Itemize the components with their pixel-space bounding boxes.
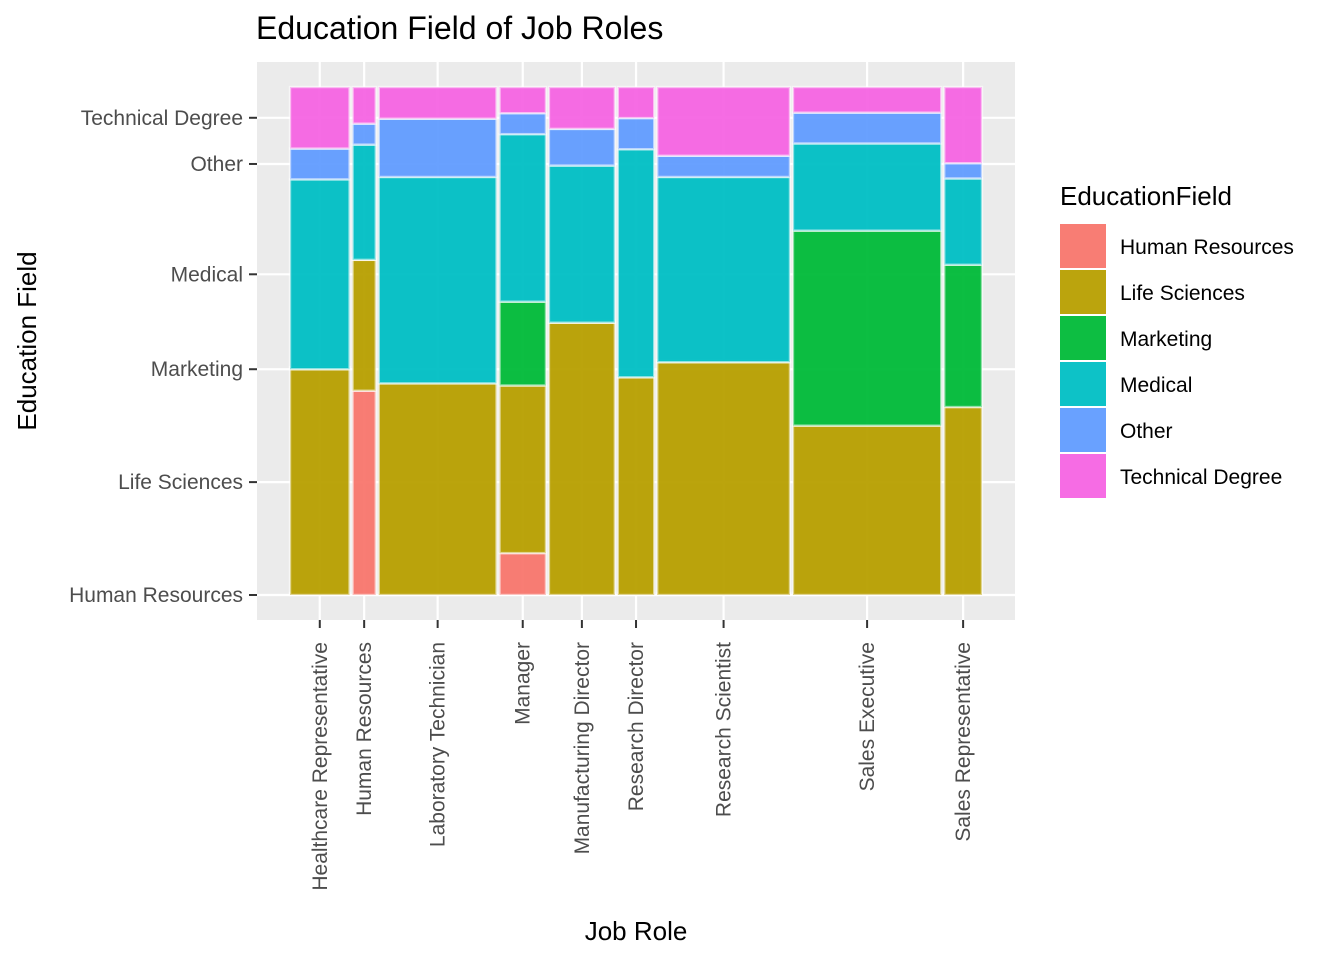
x-tick-label: Research Scientist — [713, 642, 736, 817]
legend-label: Other — [1120, 420, 1173, 443]
mosaic-tile — [791, 85, 943, 114]
x-tick-label: Human Resources — [353, 642, 376, 816]
mosaic-tile — [351, 85, 377, 125]
mosaic-tile — [616, 85, 656, 120]
y-tick-label: Other — [190, 153, 243, 176]
mosaic-tile — [547, 321, 617, 597]
legend-key — [1060, 316, 1106, 360]
mosaic-tile — [943, 263, 984, 409]
mosaic-tile — [616, 376, 656, 597]
mosaic-tile — [656, 360, 792, 597]
legend-key — [1060, 454, 1106, 498]
x-tick-label: Healthcare Representative — [309, 642, 332, 891]
mosaic-tile — [547, 164, 617, 324]
mosaic-tile — [377, 117, 498, 179]
x-tick-label: Sales Executive — [856, 642, 879, 791]
legend-key — [1060, 224, 1106, 268]
mosaic-tile — [943, 85, 984, 165]
mosaic-tile — [656, 154, 792, 179]
x-tick-label: Laboratory Technician — [427, 642, 450, 847]
mosaic-tile — [791, 229, 943, 427]
chart-title: Education Field of Job Roles — [256, 10, 663, 46]
mosaic-tile — [943, 405, 984, 597]
mosaic-tile — [377, 85, 498, 120]
x-tick-label: Manufacturing Director — [571, 642, 594, 854]
mosaic-tile — [498, 111, 548, 136]
y-tick-label: Technical Degree — [81, 107, 243, 130]
mosaic-tile — [791, 424, 943, 597]
legend-label: Medical — [1120, 374, 1192, 397]
mosaic-tile — [656, 85, 792, 157]
y-tick-label: Marketing — [151, 358, 243, 381]
mosaic-tile — [498, 132, 548, 303]
mosaic-tile — [547, 127, 617, 167]
mosaic-tile — [791, 111, 943, 145]
mosaic-tiles — [288, 85, 984, 597]
mosaic-tile — [288, 147, 351, 181]
y-tick-label: Human Resources — [69, 584, 243, 607]
legend-title: EducationField — [1060, 181, 1232, 211]
mosaic-tile — [377, 175, 498, 385]
legend-label: Technical Degree — [1120, 466, 1282, 489]
mosaic-tile — [351, 122, 377, 146]
mosaic-tile — [351, 143, 377, 262]
mosaic-tile — [943, 161, 984, 180]
mosaic-tile — [943, 177, 984, 267]
x-tick-label: Manager — [512, 642, 535, 725]
x-tick-label: Sales Representative — [952, 642, 975, 842]
x-axis-title: Job Role — [585, 916, 688, 946]
mosaic-tile — [288, 368, 351, 597]
mosaic-tile — [616, 147, 656, 379]
legend-label: Life Sciences — [1120, 282, 1245, 305]
mosaic-tile — [616, 116, 656, 151]
legend-key — [1060, 362, 1106, 406]
mosaic-tile — [498, 85, 548, 115]
legend: EducationField Human Resources Life Scien… — [1060, 181, 1294, 498]
x-tick-label: Research Director — [625, 642, 648, 811]
legend-key — [1060, 408, 1106, 452]
mosaic-tile — [791, 142, 943, 232]
y-tick-label: Medical — [171, 263, 243, 286]
mosaic-tile — [351, 389, 377, 597]
x-axis: Healthcare Representative Human Resources… — [309, 620, 975, 891]
legend-label: Human Resources — [1120, 236, 1294, 259]
mosaic-tile — [288, 178, 351, 371]
mosaic-tile — [498, 300, 548, 387]
legend-key — [1060, 270, 1106, 314]
mosaic-tile — [351, 258, 377, 392]
legend-label: Marketing — [1120, 328, 1212, 351]
mosaic-tile — [288, 85, 351, 150]
y-axis-title: Education Field — [12, 251, 42, 430]
mosaic-tile — [656, 175, 792, 364]
mosaic-tile — [498, 384, 548, 555]
y-axis: Human Resources Life Sciences Marketing Med… — [69, 107, 257, 607]
mosaic-tile — [547, 85, 617, 131]
mosaic-tile — [498, 551, 548, 597]
mosaic-tile — [377, 382, 498, 597]
y-tick-label: Life Sciences — [118, 471, 243, 494]
